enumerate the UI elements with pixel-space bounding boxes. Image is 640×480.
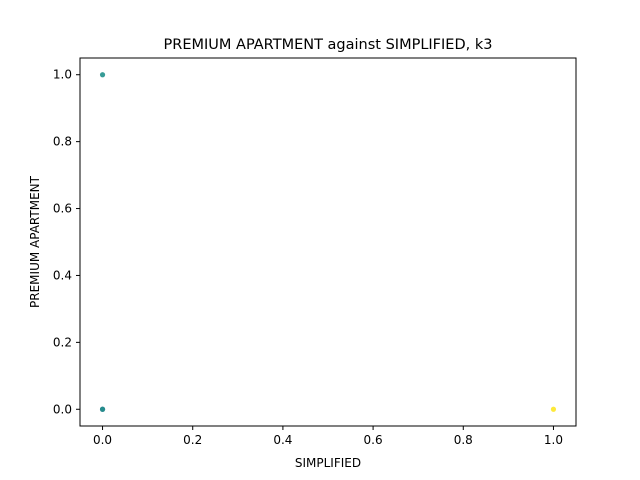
y-tick-label: 0.2	[53, 335, 72, 349]
plot-area	[79, 57, 577, 427]
x-tick-label: 0.8	[454, 433, 473, 447]
y-tick-label: 0.6	[53, 202, 72, 216]
data-point	[550, 406, 557, 412]
y-tick-label: 1.0	[53, 68, 72, 82]
x-tick-label: 0.6	[364, 433, 383, 447]
y-axis-label: PREMIUM APARTMENT	[28, 175, 42, 308]
y-tick-label: 0.0	[53, 402, 72, 416]
y-axis: 0.0 0.2 0.4 0.6 0.8 1.0	[53, 68, 80, 416]
y-tick-label: 0.4	[53, 268, 72, 282]
data-point	[99, 406, 106, 412]
x-tick-label: 0.0	[93, 433, 112, 447]
x-tick-label: 0.4	[273, 433, 292, 447]
x-axis: 0.0 0.2 0.4 0.6 0.8 1.0	[93, 426, 563, 447]
x-tick-label: 1.0	[544, 433, 563, 447]
x-tick-label: 0.2	[183, 433, 202, 447]
data-point	[99, 72, 106, 78]
chart-title: PREMIUM APARTMENT against SIMPLIFIED, k3	[164, 37, 493, 53]
plot-frame	[79, 57, 577, 427]
x-axis-label: SIMPLIFIED	[295, 456, 361, 470]
y-tick-label: 0.8	[53, 135, 72, 149]
data-points	[99, 72, 557, 412]
